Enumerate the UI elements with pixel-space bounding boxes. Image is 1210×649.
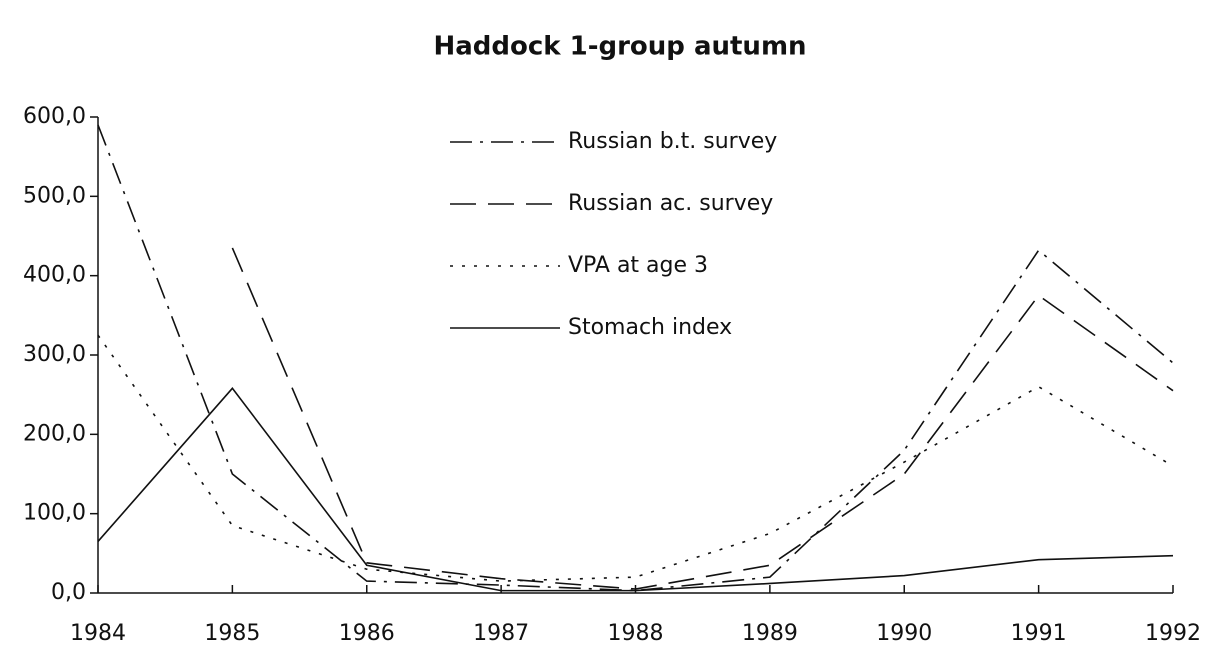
chart-title: Haddock 1-group autumn [433, 32, 806, 62]
x-tick-label: 1989 [742, 621, 798, 646]
series-line [97, 334, 1174, 582]
x-tick-label: 1988 [608, 621, 664, 646]
y-tick-label: 600,0 [23, 104, 86, 129]
legend-label: Russian b.t. survey [568, 129, 777, 154]
series-line [97, 124, 1174, 592]
y-tick-label: 400,0 [23, 263, 86, 288]
x-tick-label: 1986 [339, 621, 395, 646]
x-tick-label: 1991 [1011, 621, 1067, 646]
x-tick-label: 1985 [204, 621, 260, 646]
y-tick-label: 100,0 [23, 501, 86, 526]
y-tick-label: 300,0 [23, 342, 86, 367]
y-tick-label: 0,0 [51, 580, 86, 605]
legend-label: VPA at age 3 [568, 253, 708, 278]
y-tick-label: 200,0 [23, 421, 86, 446]
x-tick-label: 1987 [473, 621, 529, 646]
legend-label: Stomach index [568, 315, 732, 340]
y-tick-label: 500,0 [23, 183, 86, 208]
series-line [97, 387, 1174, 592]
x-tick-label: 1990 [876, 621, 932, 646]
series-line [231, 247, 1174, 590]
x-tick-label: 1984 [70, 621, 126, 646]
legend-label: Russian ac. survey [568, 191, 773, 216]
x-tick-label: 1992 [1145, 621, 1201, 646]
